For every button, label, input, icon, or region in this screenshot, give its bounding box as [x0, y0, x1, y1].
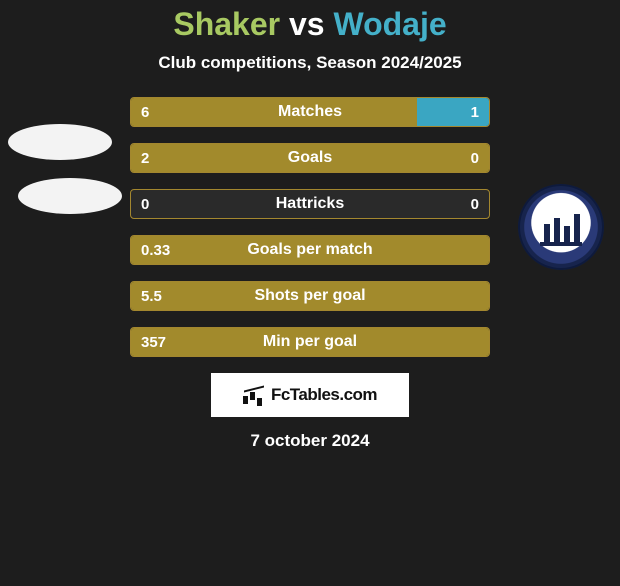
brand-badge: FcTables.com — [211, 373, 409, 417]
bar-left — [131, 98, 417, 126]
stat-row: 0.33Goals per match — [130, 235, 490, 265]
club-crest-right — [518, 184, 604, 270]
bar-left — [131, 282, 489, 310]
title-mid: vs — [280, 6, 333, 42]
player-avatar-left-2 — [18, 178, 122, 214]
title-right: Wodaje — [333, 6, 446, 42]
title-left: Shaker — [173, 6, 280, 42]
bar-right — [417, 98, 489, 126]
bar-left — [131, 144, 489, 172]
stat-row: 5.5Shots per goal — [130, 281, 490, 311]
stat-row: 20Goals — [130, 143, 490, 173]
comparison-chart: 61Matches 20Goals 0 0Hattricks 0.33Goals per… — [130, 97, 490, 357]
stat-value-left: 0 — [141, 190, 149, 218]
stat-value-right: 0 — [471, 190, 479, 218]
brand-bars-icon — [243, 386, 265, 404]
bar-left — [131, 328, 489, 356]
stat-row: 61Matches — [130, 97, 490, 127]
stat-row: 0 0Hattricks — [130, 189, 490, 219]
page-title: Shaker vs Wodaje — [0, 6, 620, 43]
stat-row: 357Min per goal — [130, 327, 490, 357]
bar-left — [131, 236, 489, 264]
brand-text: FcTables.com — [271, 385, 377, 405]
snapshot-date: 7 october 2024 — [0, 431, 620, 451]
stat-label: Hattricks — [131, 190, 489, 218]
player-avatar-left-1 — [8, 124, 112, 160]
subtitle: Club competitions, Season 2024/2025 — [0, 53, 620, 73]
